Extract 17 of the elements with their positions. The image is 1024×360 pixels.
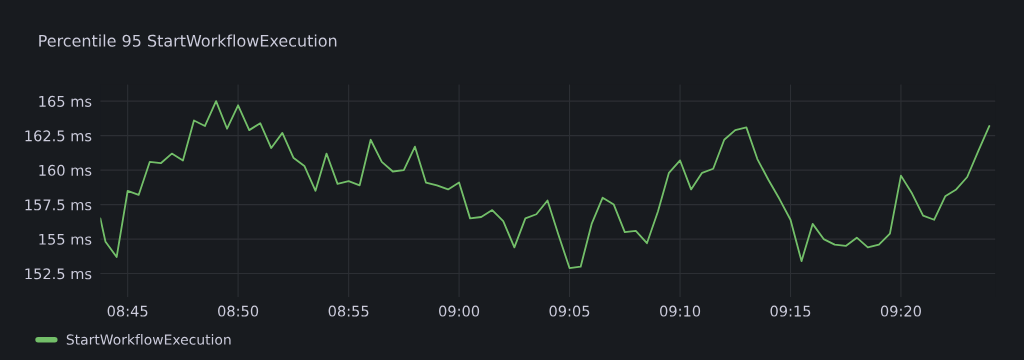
legend-label: StartWorkflowExecution <box>66 334 231 345</box>
y-tick-label: 155 ms <box>39 233 92 245</box>
x-tick-label: 08:55 <box>328 305 369 317</box>
line-series <box>100 100 991 269</box>
y-tick-label: 152.5 ms <box>25 268 92 280</box>
x-tick-label: 09:20 <box>880 305 921 317</box>
x-tick-label: 08:50 <box>218 305 259 317</box>
x-tick-label: 09:00 <box>439 305 480 317</box>
y-tick-label: 165 ms <box>39 95 92 107</box>
y-tick-label: 160 ms <box>39 164 92 176</box>
x-tick-label: 09:15 <box>770 305 811 317</box>
x-tick-label: 09:10 <box>660 305 701 317</box>
x-tick-label: 09:05 <box>549 305 590 317</box>
x-tick-label: 08:45 <box>107 305 148 317</box>
chart-title: Percentile 95 StartWorkflowExecution <box>39 34 337 47</box>
y-tick-label: 162.5 ms <box>25 130 92 142</box>
y-tick-label: 157.5 ms <box>25 199 92 211</box>
